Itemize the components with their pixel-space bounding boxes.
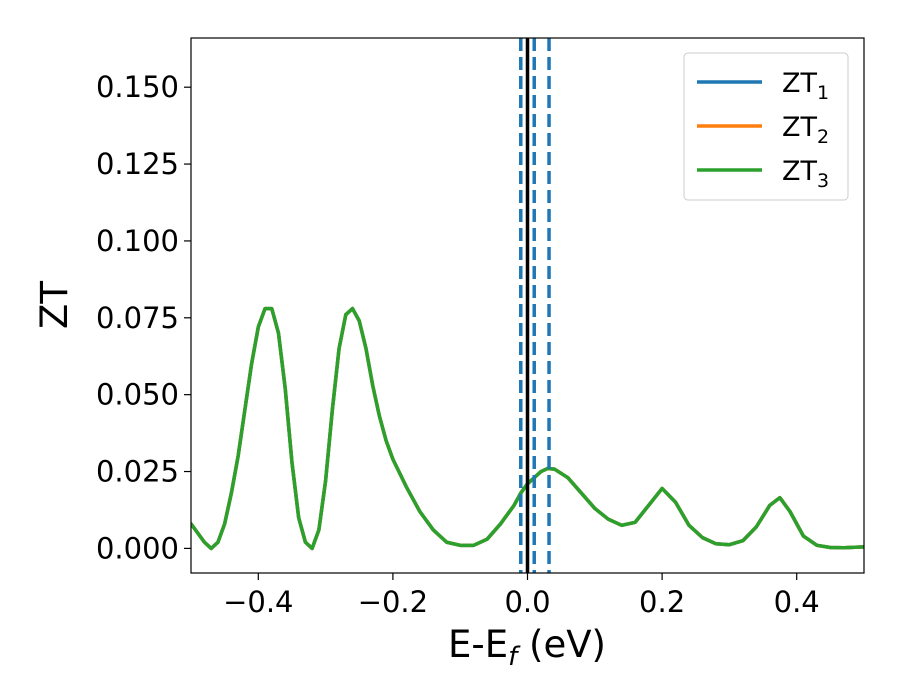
y-tick-label: 0.125 — [96, 147, 179, 181]
x-tick-label: −0.2 — [358, 585, 428, 619]
y-tick-label: 0.075 — [96, 301, 179, 335]
y-tick-label: 0.025 — [96, 455, 179, 489]
x-tick-label: −0.4 — [223, 585, 293, 619]
series-line-3 — [191, 306, 864, 551]
y-tick-label: 0.050 — [96, 378, 179, 412]
plot-area — [190, 37, 865, 574]
x-tick-label: 0.4 — [774, 585, 820, 619]
y-tick-label: 0.150 — [96, 70, 179, 104]
x-tick-label: 0.2 — [639, 585, 685, 619]
y-axis-label: ZT — [33, 281, 76, 329]
y-tick-label: 0.000 — [96, 531, 179, 565]
x-tick-label: 0.0 — [504, 585, 550, 619]
y-axis-ticks: 0.000 0.025 0.050 0.075 0.100 0.125 0.150 — [96, 70, 191, 565]
x-axis-label: E-Ef (eV) — [448, 623, 606, 672]
y-tick-label: 0.100 — [96, 224, 179, 258]
legend-label-3: ZT3 — [782, 156, 829, 192]
legend-label-2: ZT2 — [782, 112, 829, 148]
reference-lines — [519, 38, 551, 573]
legend: ZT1 ZT2 ZT3 — [683, 52, 849, 201]
legend-box — [683, 52, 849, 201]
legend-label-1: ZT1 — [782, 68, 829, 104]
x-axis-ticks: −0.4 −0.2 0.0 0.2 0.4 — [223, 573, 820, 619]
series-layer — [191, 306, 864, 551]
